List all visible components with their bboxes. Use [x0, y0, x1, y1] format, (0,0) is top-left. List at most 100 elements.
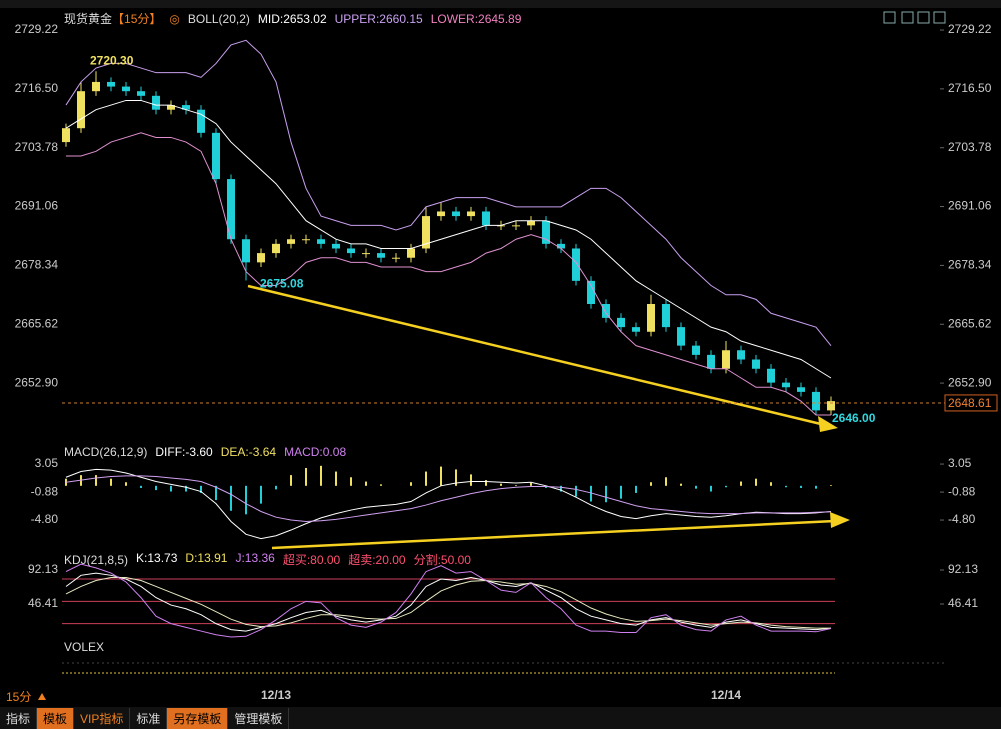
candle-body: [242, 239, 250, 263]
legend-entry: DIFF:-3.60: [155, 445, 213, 459]
y-tick-label: 2665.62: [948, 316, 992, 330]
toolbar-button[interactable]: VIP指标: [74, 707, 131, 729]
last-price-box: [944, 394, 998, 412]
indicator-line: [65, 572, 832, 632]
y-tick-label: 2729.22: [948, 22, 992, 36]
candle-body: [737, 350, 745, 360]
top-bar: [0, 0, 1001, 8]
candle-body: [587, 280, 595, 304]
indicator-line: [65, 99, 832, 379]
candle-body: [722, 350, 730, 369]
y-tick-label: 2729.22: [15, 22, 59, 36]
candle-body: [812, 391, 820, 411]
legend-entry: 分割:50.00: [413, 553, 471, 567]
price-annotation: 2720.30: [90, 53, 134, 67]
period-arrow: [38, 693, 46, 700]
candle-body: [797, 387, 805, 392]
window-icons: [883, 11, 946, 24]
candle-body: [767, 368, 775, 383]
y-tick-label: 2652.90: [15, 375, 59, 389]
y-tick-label: 3.05: [35, 456, 59, 470]
y-tick-label: -0.88: [948, 484, 976, 498]
candle-body: [107, 81, 115, 87]
toolbar-button[interactable]: 标准: [130, 707, 168, 729]
candle-body: [752, 359, 760, 369]
legend-entry: LOWER:2645.89: [430, 11, 522, 26]
legend-entry: UPPER:2660.15: [334, 11, 423, 26]
candle-body: [422, 216, 430, 249]
toolbar-button[interactable]: 管理模板: [228, 707, 290, 729]
candle-body: [677, 327, 685, 346]
candle-body: [182, 105, 190, 110]
trend-line: [247, 284, 826, 427]
y-tick-label: 2652.90: [948, 375, 992, 389]
candle-body: [692, 345, 700, 355]
y-tick-label: 2678.34: [15, 258, 59, 272]
y-tick-label: 2716.50: [15, 81, 59, 95]
toolbar-button[interactable]: 模板: [37, 707, 75, 729]
kdj-header: KDJ(21,8,5) K:13.73 D:13.91 J:13.36 超买:80.0…: [64, 551, 471, 568]
legend-entry: 超买:80.00: [282, 553, 341, 567]
arrow-head: [818, 416, 838, 432]
indicator: KDJ(21,8,5): [64, 552, 129, 567]
y-tick-label: 2703.78: [948, 140, 992, 154]
candle-body: [602, 303, 610, 318]
candle-body: [557, 243, 565, 249]
y-tick-label: -4.80: [31, 512, 59, 526]
candle-body: [62, 128, 70, 143]
price-annotation: 2675.08: [260, 277, 304, 291]
candle-body: [137, 91, 145, 96]
period-tag: 【15分】: [112, 12, 162, 26]
candle-body: [347, 248, 355, 254]
candle-body: [302, 239, 310, 241]
candle-body: [827, 401, 835, 411]
indicator-line: [65, 468, 832, 540]
indicator-line: [65, 39, 832, 346]
legend-entry: J:13.36: [235, 551, 275, 565]
candle-body: [392, 257, 400, 259]
symbol: 现货黄金: [64, 12, 113, 26]
indicator-line: [65, 563, 832, 638]
legend: DIFF:-3.60 DEA:-3.64 MACD:0.08: [155, 445, 346, 459]
y-tick-label: 2691.06: [15, 199, 59, 213]
x-tick-label: 12/14: [711, 688, 741, 702]
indicator-line: [66, 132, 831, 416]
macd-header: MACD(26,12,9) DIFF:-3.60 DEA:-3.64 MACD:0.…: [64, 445, 346, 459]
volex-label: VOLEX: [64, 640, 104, 654]
candle-body: [452, 211, 460, 217]
candle-body: [632, 327, 640, 332]
candle-body: [257, 253, 265, 263]
candle-body: [287, 239, 295, 244]
period-button[interactable]: 15分: [6, 690, 31, 704]
toolbar: 指标 模板 VIP指标 标准 另存模板 管理模板: [0, 707, 1001, 729]
toolbar-button[interactable]: 另存模板: [167, 707, 229, 729]
y-tick-label: 2703.78: [15, 140, 59, 154]
candle-body: [437, 211, 445, 217]
price-annotation: 2646.00: [832, 411, 876, 425]
legend-entry: DEA:-3.64: [220, 445, 277, 459]
candle-body: [92, 81, 100, 92]
legend-entry: 超卖:20.00: [348, 553, 406, 567]
y-tick-label: 2678.34: [948, 258, 992, 272]
y-tick-label: 46.41: [948, 596, 978, 610]
y-tick-label: 92.13: [948, 562, 978, 576]
indicator: BOLL(20,2): [187, 11, 250, 26]
settings-icon[interactable]: ◎: [169, 11, 180, 26]
candle-body: [122, 86, 130, 92]
candle-body: [782, 382, 790, 388]
candle-body: [467, 211, 475, 217]
indicator-line: [65, 577, 832, 629]
arrow-head: [830, 512, 850, 528]
y-tick-label: 92.13: [28, 562, 58, 576]
candle-body: [272, 243, 280, 254]
candle-body: [332, 243, 340, 249]
x-tick-label: 12/13: [261, 688, 291, 702]
main-header: 现货黄金 【15分】 ◎ BOLL(20,2) MID:2653.02 UPPER…: [64, 10, 521, 27]
candle-body: [482, 211, 490, 226]
indicator-line: [65, 475, 832, 522]
candle-body: [707, 354, 715, 369]
candle-body: [77, 91, 85, 129]
toolbar-button[interactable]: 指标: [0, 707, 38, 729]
candle-body: [512, 225, 520, 227]
